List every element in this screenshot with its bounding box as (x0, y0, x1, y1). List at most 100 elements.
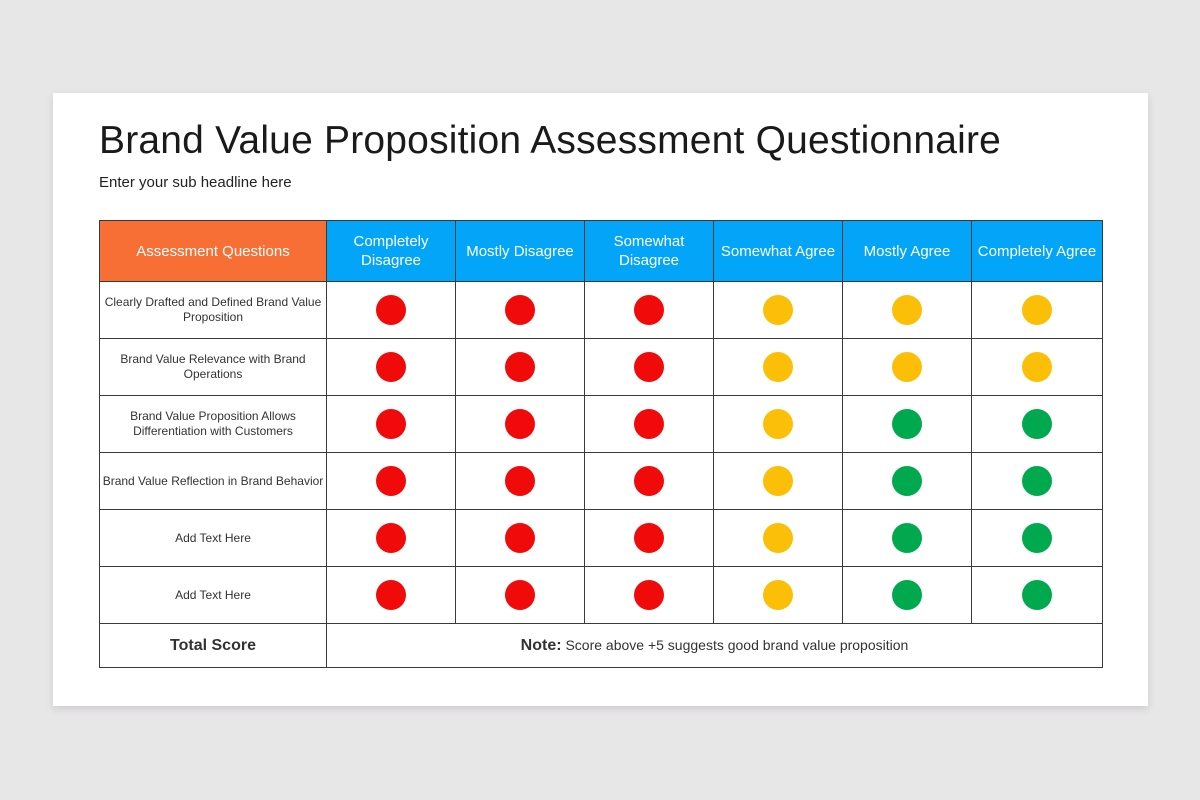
rating-cell (326, 509, 456, 567)
rating-cell (584, 509, 714, 567)
rating-cell (584, 566, 714, 624)
red-circle-icon (505, 352, 535, 382)
rating-cell (326, 452, 456, 510)
table-row: Add Text Here (99, 509, 1103, 567)
green-circle-icon (892, 523, 922, 553)
header-somewhat-disagree: Somewhat Disagree (584, 220, 714, 282)
red-circle-icon (376, 523, 406, 553)
rating-cell (326, 395, 456, 453)
red-circle-icon (634, 466, 664, 496)
rating-cell (326, 566, 456, 624)
rating-cell (842, 452, 972, 510)
header-completely-disagree: Completely Disagree (326, 220, 456, 282)
red-circle-icon (376, 580, 406, 610)
rating-cell (971, 452, 1103, 510)
table-row: Brand Value Relevance with Brand Operati… (99, 338, 1103, 396)
rating-cell (971, 395, 1103, 453)
yellow-circle-icon (763, 580, 793, 610)
green-circle-icon (892, 466, 922, 496)
rating-cell (713, 395, 843, 453)
red-circle-icon (376, 352, 406, 382)
rating-cell (455, 338, 585, 396)
red-circle-icon (634, 523, 664, 553)
rating-cell (455, 452, 585, 510)
slide: Brand Value Proposition Assessment Quest… (53, 93, 1148, 706)
question-column-header: Assessment Questions (99, 220, 327, 282)
table-row: Brand Value Proposition Allows Different… (99, 395, 1103, 453)
table-row: Add Text Here (99, 566, 1103, 624)
question-cell: Add Text Here (99, 509, 327, 567)
question-cell: Brand Value Relevance with Brand Operati… (99, 338, 327, 396)
red-circle-icon (634, 295, 664, 325)
slide-title: Brand Value Proposition Assessment Quest… (99, 119, 1002, 162)
question-cell: Add Text Here (99, 566, 327, 624)
rating-cell (326, 338, 456, 396)
rating-cell (842, 509, 972, 567)
yellow-circle-icon (763, 409, 793, 439)
header-mostly-agree: Mostly Agree (842, 220, 972, 282)
rating-cell (455, 281, 585, 339)
green-circle-icon (1022, 523, 1052, 553)
rating-cell (455, 509, 585, 567)
yellow-circle-icon (763, 352, 793, 382)
question-cell: Brand Value Proposition Allows Different… (99, 395, 327, 453)
red-circle-icon (634, 580, 664, 610)
rating-cell (842, 566, 972, 624)
green-circle-icon (1022, 580, 1052, 610)
question-cell: Brand Value Reflection in Brand Behavior (99, 452, 327, 510)
red-circle-icon (376, 295, 406, 325)
rating-cell (971, 338, 1103, 396)
red-circle-icon (505, 409, 535, 439)
red-circle-icon (376, 466, 406, 496)
header-completely-agree: Completely Agree (971, 220, 1103, 282)
table-row: Brand Value Reflection in Brand Behavior (99, 452, 1103, 510)
yellow-circle-icon (1022, 352, 1052, 382)
rating-cell (455, 395, 585, 453)
table-row: Clearly Drafted and Defined Brand Value … (99, 281, 1103, 339)
red-circle-icon (634, 352, 664, 382)
green-circle-icon (1022, 466, 1052, 496)
rating-cell (584, 452, 714, 510)
rating-cell (971, 566, 1103, 624)
yellow-circle-icon (763, 295, 793, 325)
rating-cell (713, 281, 843, 339)
rating-cell (584, 281, 714, 339)
red-circle-icon (505, 580, 535, 610)
rating-cell (713, 452, 843, 510)
assessment-table: Assessment Questions Completely Disagree… (99, 220, 1103, 668)
total-row: Total Score Note: Score above +5 suggest… (99, 623, 1103, 668)
red-circle-icon (376, 409, 406, 439)
rating-cell (842, 338, 972, 396)
note-text: Score above +5 suggests good brand value… (561, 636, 909, 653)
slide-subtitle: Enter your sub headline here (99, 174, 292, 191)
header-row: Assessment Questions Completely Disagree… (99, 220, 1103, 282)
header-somewhat-agree: Somewhat Agree (713, 220, 843, 282)
rating-cell (842, 281, 972, 339)
rating-cell (326, 281, 456, 339)
question-cell: Clearly Drafted and Defined Brand Value … (99, 281, 327, 339)
rating-cell (713, 338, 843, 396)
rating-cell (971, 281, 1103, 339)
yellow-circle-icon (892, 295, 922, 325)
red-circle-icon (505, 295, 535, 325)
rating-cell (584, 338, 714, 396)
rating-cell (713, 566, 843, 624)
green-circle-icon (892, 409, 922, 439)
green-circle-icon (892, 580, 922, 610)
yellow-circle-icon (892, 352, 922, 382)
note-cell: Note: Score above +5 suggests good brand… (326, 623, 1103, 668)
yellow-circle-icon (1022, 295, 1052, 325)
header-mostly-disagree: Mostly Disagree (455, 220, 585, 282)
rating-cell (971, 509, 1103, 567)
note-label: Note: (520, 636, 562, 654)
total-score-label: Total Score (99, 623, 327, 668)
green-circle-icon (1022, 409, 1052, 439)
red-circle-icon (634, 409, 664, 439)
yellow-circle-icon (763, 466, 793, 496)
rating-cell (584, 395, 714, 453)
yellow-circle-icon (763, 523, 793, 553)
red-circle-icon (505, 523, 535, 553)
rating-cell (713, 509, 843, 567)
rating-cell (455, 566, 585, 624)
red-circle-icon (505, 466, 535, 496)
